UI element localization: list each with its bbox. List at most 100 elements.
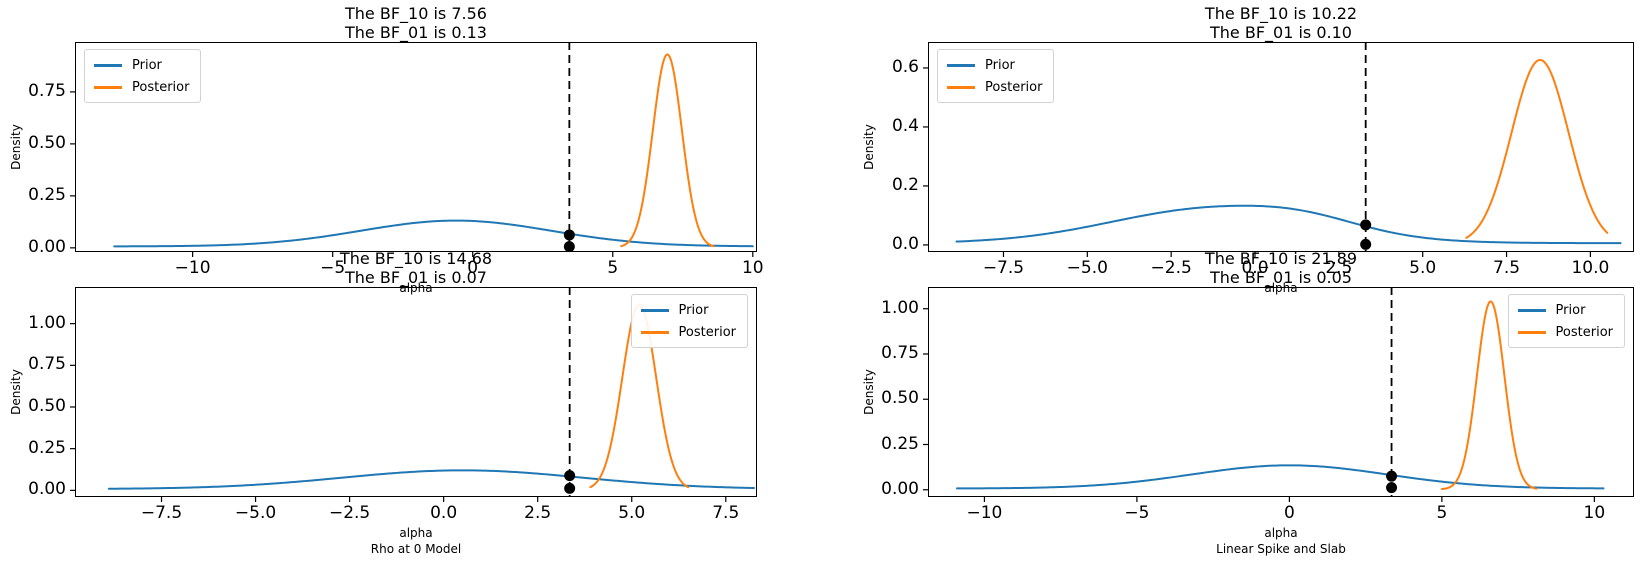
plot-bottom-left-legend-item-posterior: Posterior: [640, 321, 736, 343]
plot-top-right-prior-curve: [955, 204, 1622, 245]
posterior-line-swatch-icon: [640, 330, 669, 334]
plot-bottom-left-y-tick-label: 0.00: [28, 479, 66, 500]
plot-bottom-right-y-tick-label: 0.50: [881, 388, 919, 409]
plot-top-left-x-tick-label: −5: [320, 258, 346, 278]
plot-top-right-density-marker-2: [1360, 238, 1372, 250]
plot-top-left-title-line-1: The BF_10 is 7.56: [345, 4, 487, 23]
plot-bottom-left-x-tick-label: 0.0: [430, 503, 458, 523]
plot-bottom-right-legend-item-posterior: Posterior: [1517, 321, 1613, 343]
plot-bottom-left-x-tick-label: 2.5: [524, 503, 552, 523]
plot-bottom-left-axes-frame: [75, 287, 757, 497]
plot-bottom-left-y-tick-label: 1.00: [28, 312, 66, 333]
plot-top-left-density-marker-1: [563, 229, 575, 241]
plot-top-left-y-tick-label: 0.50: [28, 132, 66, 153]
plot-top-right-density-marker-1: [1360, 219, 1372, 231]
prior-line-swatch-icon: [947, 63, 975, 67]
plot-bottom-left-legend: Prior Posterior: [630, 294, 748, 348]
posterior-line-swatch-icon: [94, 85, 122, 89]
plot-bottom-left-y-tick-label: 0.25: [28, 437, 66, 458]
plot-top-right-legend-label-prior: Prior: [985, 57, 1015, 73]
plot-top-right-x-tick-label: −5.0: [1066, 258, 1108, 278]
plot-bottom-left-x-tick-label: 5.0: [618, 503, 646, 523]
plot-bottom-left-x-tick-label: −2.5: [328, 503, 371, 523]
plot-top-right-x-tick-label: 5.0: [1409, 258, 1437, 278]
plot-bottom-left-x-tick-label: −5.0: [234, 503, 277, 523]
plot-top-left-y-tick-label: 0.75: [28, 80, 66, 101]
plot-bottom-right-x-tick-label: −5: [1124, 503, 1150, 523]
plot-bottom-left-model-name-label: Rho at 0 Model: [370, 542, 462, 556]
prior-line-swatch-icon: [640, 308, 669, 312]
plot-bottom-left-legend-item-prior: Prior: [640, 299, 736, 321]
plot-top-right-x-tick-label: 7.5: [1493, 258, 1521, 278]
plot-bottom-left-legend-label-prior: Prior: [678, 302, 709, 318]
plot-bottom-right-x-tick-label: 10: [1583, 503, 1606, 523]
plot-top-left-x-axis-label: alpha: [399, 281, 433, 295]
plot-top-right-y-tick-label: 0.0: [891, 233, 919, 254]
plot-top-left-density-marker-2: [563, 241, 575, 253]
plot-top-right-legend-item-posterior: Posterior: [947, 76, 1042, 98]
plot-bottom-right-axes-frame: [928, 287, 1634, 497]
plot-top-right-axes-frame: [928, 42, 1634, 252]
plot-bottom-left-density-marker-1: [564, 470, 576, 482]
plot-bottom-right-y-tick-label: 1.00: [881, 297, 919, 318]
plot-bottom-left-x-axis-label: alpha: [399, 526, 433, 540]
prior-line-swatch-icon: [1517, 308, 1546, 312]
plot-top-left-legend-item-posterior: Posterior: [94, 76, 189, 98]
plot-top-right-x-tick-label: −2.5: [1150, 258, 1192, 278]
plot-top-right-legend-item-prior: Prior: [947, 54, 1042, 76]
plot-bottom-right-y-tick-label: 0.25: [881, 433, 919, 454]
plot-bottom-right-title-line-1: The BF_10 is 21.89: [1204, 249, 1358, 268]
plot-top-left-legend-label-prior: Prior: [132, 57, 162, 73]
plot-top-right-y-axis-label: Density: [862, 124, 877, 170]
plot-bottom-right-x-tick-label: 0: [1283, 503, 1295, 523]
plot-bottom-left-x-tick-label: −7.5: [140, 503, 183, 523]
plot-bottom-left-x-tick-label: 7.5: [712, 503, 740, 523]
plot-top-left-x-tick-label: 0: [467, 258, 479, 278]
plot-top-left-x-tick-label: 5: [607, 258, 619, 278]
plot-bottom-right-legend-item-prior: Prior: [1517, 299, 1613, 321]
plot-bottom-right-y-tick-label: 0.75: [881, 342, 919, 363]
posterior-line-swatch-icon: [947, 85, 975, 89]
plot-bottom-right-prior-curve: [955, 464, 1605, 490]
plot-top-left-prior-curve: [113, 219, 754, 248]
plot-bottom-left-prior-curve: [107, 469, 755, 490]
plot-top-left-title-line-2: The BF_01 is 0.13: [345, 23, 487, 42]
plot-bottom-left-y-axis-label: Density: [9, 369, 24, 415]
plot-bottom-left-y-tick-label: 0.50: [28, 396, 66, 416]
plot-bottom-right-x-axis-label: alpha: [1264, 526, 1298, 540]
plot-top-right-x-tick-label: 0.0: [1241, 258, 1269, 278]
prior-line-swatch-icon: [94, 63, 122, 67]
plot-top-right-x-tick-label: −7.5: [982, 258, 1025, 278]
plot-top-left-axes-frame: [75, 42, 757, 252]
plot-top-right-legend: Prior Posterior: [937, 49, 1055, 103]
plot-bottom-right-legend-label-prior: Prior: [1555, 302, 1586, 318]
plot-bottom-right-x-tick-label: −10: [966, 503, 1003, 523]
plot-bottom-left-legend-label-posterior: Posterior: [678, 324, 736, 340]
plot-top-left-x-tick-label: 10: [741, 258, 764, 278]
plot-top-right-posterior-curve: [1465, 58, 1609, 239]
plot-top-right-x-tick-label: 2.5: [1325, 258, 1353, 278]
plot-top-left-y-tick-label: 0.00: [28, 236, 66, 257]
plot-top-left-legend: Prior Posterior: [84, 49, 202, 103]
plot-top-right-title-line-1: The BF_10 is 10.22: [1204, 4, 1358, 23]
plot-top-left-y-tick-label: 0.25: [28, 184, 66, 205]
plot-bottom-right-legend-label-posterior: Posterior: [1555, 324, 1613, 340]
plot-top-left-y-axis-label: Density: [9, 124, 24, 170]
plot-top-right-y-tick-label: 0.2: [891, 174, 919, 195]
plot-bottom-right-density-marker-1: [1386, 470, 1398, 482]
plot-top-left-x-tick-label: −10: [174, 258, 211, 278]
plot-top-right-y-tick-label: 0.6: [891, 56, 919, 77]
plot-top-left-legend-label-posterior: Posterior: [132, 79, 190, 95]
plot-top-right-y-tick-label: 0.4: [891, 115, 919, 136]
plot-bottom-right-y-axis-label: Density: [862, 369, 877, 415]
plot-bottom-right-title-line-2: The BF_01 is 0.05: [1210, 268, 1352, 287]
plot-top-right-title-line-2: The BF_01 is 0.10: [1210, 23, 1352, 42]
plot-bottom-right-x-tick-label: 5: [1436, 503, 1448, 523]
plot-bottom-right-density-marker-2: [1386, 482, 1398, 494]
plot-bottom-left-density-marker-2: [564, 482, 576, 494]
plot-bottom-left-title-line-2: The BF_01 is 0.07: [345, 268, 487, 287]
posterior-line-swatch-icon: [1517, 330, 1546, 334]
plot-bottom-right-y-tick-label: 0.00: [881, 478, 919, 499]
